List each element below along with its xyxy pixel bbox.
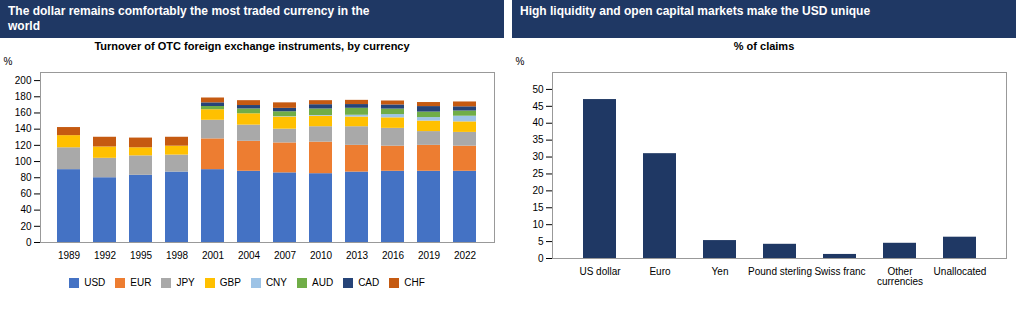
svg-text:60: 60 xyxy=(20,188,32,199)
svg-text:2013: 2013 xyxy=(346,250,369,261)
svg-text:Unallocated: Unallocated xyxy=(934,266,987,277)
html-text:% of claims: % of claims xyxy=(733,40,795,52)
svg-text:1989: 1989 xyxy=(58,250,81,261)
svg-text:%: % xyxy=(516,56,525,67)
html-text:The dollar remains comfortably: The dollar remains comfortably the most … xyxy=(8,4,370,33)
html-text:GBP: GBP xyxy=(219,277,241,288)
svg-text:140: 140 xyxy=(15,123,32,134)
svg-text:45: 45 xyxy=(532,101,544,112)
svg-text:10: 10 xyxy=(532,219,544,230)
html-text:CNY: CNY xyxy=(265,277,287,288)
svg-text:40: 40 xyxy=(20,204,32,215)
svg-text:15: 15 xyxy=(532,202,544,213)
svg-text:Euro: Euro xyxy=(649,266,671,277)
html-text:AUD: AUD xyxy=(312,277,334,288)
svg-text:20: 20 xyxy=(20,221,32,232)
svg-text:5: 5 xyxy=(538,236,544,247)
svg-text:25: 25 xyxy=(532,168,544,179)
html-text:High liquidity and open capita: High liquidity and open capital markets … xyxy=(520,4,871,18)
svg-text:80: 80 xyxy=(20,172,32,183)
svg-text:%: % xyxy=(4,56,13,67)
svg-text:2016: 2016 xyxy=(382,250,405,261)
svg-text:40: 40 xyxy=(532,117,544,128)
svg-text:180: 180 xyxy=(15,91,32,102)
svg-text:US dollar: US dollar xyxy=(579,266,621,277)
svg-text:30: 30 xyxy=(532,151,544,162)
svg-text:50: 50 xyxy=(532,84,544,95)
svg-text:Swiss franc: Swiss franc xyxy=(814,266,865,277)
svg-text:160: 160 xyxy=(15,107,32,118)
html-text:CAD: CAD xyxy=(358,277,380,288)
svg-text:2010: 2010 xyxy=(310,250,333,261)
svg-text:100: 100 xyxy=(15,156,32,167)
html-text:EUR: EUR xyxy=(130,277,152,288)
html-text:CHF: CHF xyxy=(404,277,425,288)
svg-text:2019: 2019 xyxy=(418,250,441,261)
svg-text:Pound sterling: Pound sterling xyxy=(748,266,812,277)
svg-text:20: 20 xyxy=(532,185,544,196)
svg-text:1995: 1995 xyxy=(130,250,153,261)
svg-text:2004: 2004 xyxy=(238,250,261,261)
svg-text:Yen: Yen xyxy=(712,266,729,277)
svg-text:1998: 1998 xyxy=(166,250,189,261)
svg-text:120: 120 xyxy=(15,140,32,151)
svg-text:1992: 1992 xyxy=(94,250,117,261)
svg-text:2001: 2001 xyxy=(202,250,225,261)
html-text:USD: USD xyxy=(84,277,106,288)
svg-text:0: 0 xyxy=(26,237,32,248)
svg-text:2022: 2022 xyxy=(454,250,477,261)
svg-text:Othercurrencies: Othercurrencies xyxy=(877,266,923,287)
svg-text:0: 0 xyxy=(538,253,544,264)
svg-text:2007: 2007 xyxy=(274,250,297,261)
html-text:JPY: JPY xyxy=(176,277,195,288)
html-text:Turnover of OTC foreign exchan: Turnover of OTC foreign exchange instrum… xyxy=(94,40,410,52)
svg-text:35: 35 xyxy=(532,134,544,145)
svg-text:200: 200 xyxy=(15,75,32,86)
